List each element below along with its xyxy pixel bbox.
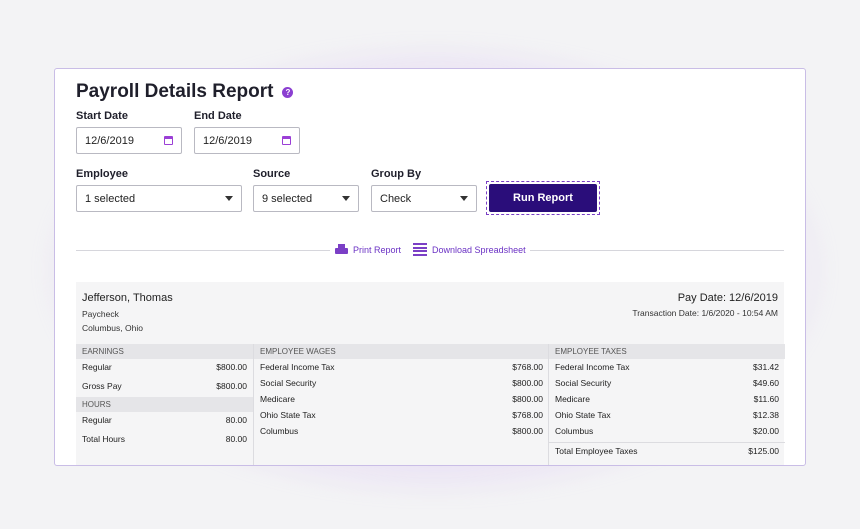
row-value: $800.00 <box>512 394 543 404</box>
row-value: $800.00 <box>216 362 247 372</box>
payment-type: Paycheck <box>82 309 119 319</box>
source-select[interactable]: 9 selected <box>253 185 359 212</box>
earnings-row: Gross Pay $800.00 <box>76 378 253 394</box>
employee-name: Jefferson, Thomas <box>82 292 173 304</box>
download-spreadsheet-link[interactable]: Download Spreadsheet <box>413 243 526 256</box>
wages-row: Federal Income Tax $768.00 <box>254 359 549 375</box>
wages-header: EMPLOYEE WAGES <box>254 344 549 359</box>
hours-header: HOURS <box>76 397 253 412</box>
earnings-row: Regular $800.00 <box>76 359 253 375</box>
row-label: Total Hours <box>82 434 125 444</box>
page-title-text: Payroll Details Report <box>76 81 274 102</box>
row-value: $12.38 <box>753 410 779 420</box>
chevron-down-icon <box>460 196 468 201</box>
start-date-input[interactable]: 12/6/2019 <box>76 127 182 154</box>
earnings-header: EARNINGS <box>76 344 253 359</box>
pay-date: Pay Date: 12/6/2019 <box>677 292 778 304</box>
row-value: $31.42 <box>753 362 779 372</box>
row-value: $800.00 <box>512 426 543 436</box>
row-value: $11.60 <box>753 394 779 404</box>
row-label: Columbus <box>260 426 299 436</box>
wages-column: EMPLOYEE WAGES Federal Income Tax $768.0… <box>253 344 549 465</box>
taxes-row: Ohio State Tax $12.38 <box>549 407 785 423</box>
run-report-button[interactable]: Run Report <box>489 184 597 212</box>
earnings-column: EARNINGS Regular $800.00 Gross Pay $800.… <box>76 344 253 465</box>
download-spreadsheet-label: Download Spreadsheet <box>432 244 526 255</box>
calendar-icon[interactable] <box>282 136 291 145</box>
divider-left <box>76 250 330 251</box>
divider-right <box>530 250 784 251</box>
employee-select[interactable]: 1 selected <box>76 185 242 212</box>
row-value: $800.00 <box>216 381 247 391</box>
wages-row: Columbus $800.00 <box>254 423 549 439</box>
row-label: Columbus <box>555 426 594 436</box>
row-value: $20.00 <box>753 426 779 436</box>
taxes-column: EMPLOYEE TAXES Federal Income Tax $31.42… <box>548 344 785 465</box>
print-report-link[interactable]: Print Report <box>335 243 402 256</box>
start-date-value: 12/6/2019 <box>85 134 134 147</box>
taxes-row: Medicare $11.60 <box>549 391 785 407</box>
transaction-date: Transaction Date: 1/6/2020 - 10:54 AM <box>632 308 778 318</box>
employee-label: Employee <box>76 168 128 180</box>
row-label: Ohio State Tax <box>555 410 611 420</box>
end-date-input[interactable]: 12/6/2019 <box>194 127 300 154</box>
page-title: Payroll Details Report ? <box>76 81 294 103</box>
hours-row: Regular 80.00 <box>76 412 253 428</box>
employee-location: Columbus, Ohio <box>82 323 143 333</box>
wages-row: Social Security $800.00 <box>254 375 549 391</box>
report-actions: Print Report Download Spreadsheet <box>332 243 529 256</box>
row-label: Regular <box>82 362 112 372</box>
row-value: $49.60 <box>753 378 779 388</box>
wages-row: Medicare $800.00 <box>254 391 549 407</box>
help-icon[interactable]: ? <box>282 86 294 98</box>
report-card: Payroll Details Report ? Start Date 12/6… <box>54 68 806 466</box>
row-value: $800.00 <box>512 378 543 388</box>
row-label: Medicare <box>260 394 295 404</box>
source-select-value: 9 selected <box>262 192 313 205</box>
run-report-focus-ring: Run Report <box>486 181 600 215</box>
printer-icon <box>335 243 348 256</box>
source-label: Source <box>253 168 291 180</box>
report-panel: Jefferson, Thomas Paycheck Columbus, Ohi… <box>76 282 785 465</box>
chevron-down-icon <box>342 196 350 201</box>
taxes-total-row: Total Employee Taxes $125.00 <box>549 442 785 459</box>
row-label: Federal Income Tax <box>555 362 630 372</box>
start-date-label: Start Date <box>76 110 128 122</box>
end-date-label: End Date <box>194 110 242 122</box>
taxes-row: Federal Income Tax $31.42 <box>549 359 785 375</box>
spreadsheet-icon <box>413 243 428 256</box>
taxes-row: Columbus $20.00 <box>549 423 785 439</box>
row-value: $768.00 <box>512 362 543 372</box>
chevron-down-icon <box>225 196 233 201</box>
group-by-select[interactable]: Check <box>371 185 477 212</box>
row-value: $768.00 <box>512 410 543 420</box>
total-value: $125.00 <box>748 446 779 456</box>
row-label: Federal Income Tax <box>260 362 335 372</box>
row-label: Regular <box>82 415 112 425</box>
employee-select-value: 1 selected <box>85 192 136 205</box>
row-label: Gross Pay <box>82 381 122 391</box>
row-label: Ohio State Tax <box>260 410 316 420</box>
hours-row: Total Hours 80.00 <box>76 431 253 447</box>
row-value: 80.00 <box>225 434 247 444</box>
row-label: Social Security <box>555 378 612 388</box>
row-value: 80.00 <box>225 415 247 425</box>
taxes-row: Social Security $49.60 <box>549 375 785 391</box>
row-label: Medicare <box>555 394 590 404</box>
calendar-icon[interactable] <box>164 136 173 145</box>
end-date-value: 12/6/2019 <box>203 134 252 147</box>
row-label: Social Security <box>260 378 317 388</box>
total-label: Total Employee Taxes <box>555 446 638 456</box>
taxes-header: EMPLOYEE TAXES <box>549 344 785 359</box>
group-by-label: Group By <box>371 168 422 180</box>
wages-row: Ohio State Tax $768.00 <box>254 407 549 423</box>
group-by-select-value: Check <box>380 192 412 205</box>
print-report-label: Print Report <box>353 244 402 255</box>
